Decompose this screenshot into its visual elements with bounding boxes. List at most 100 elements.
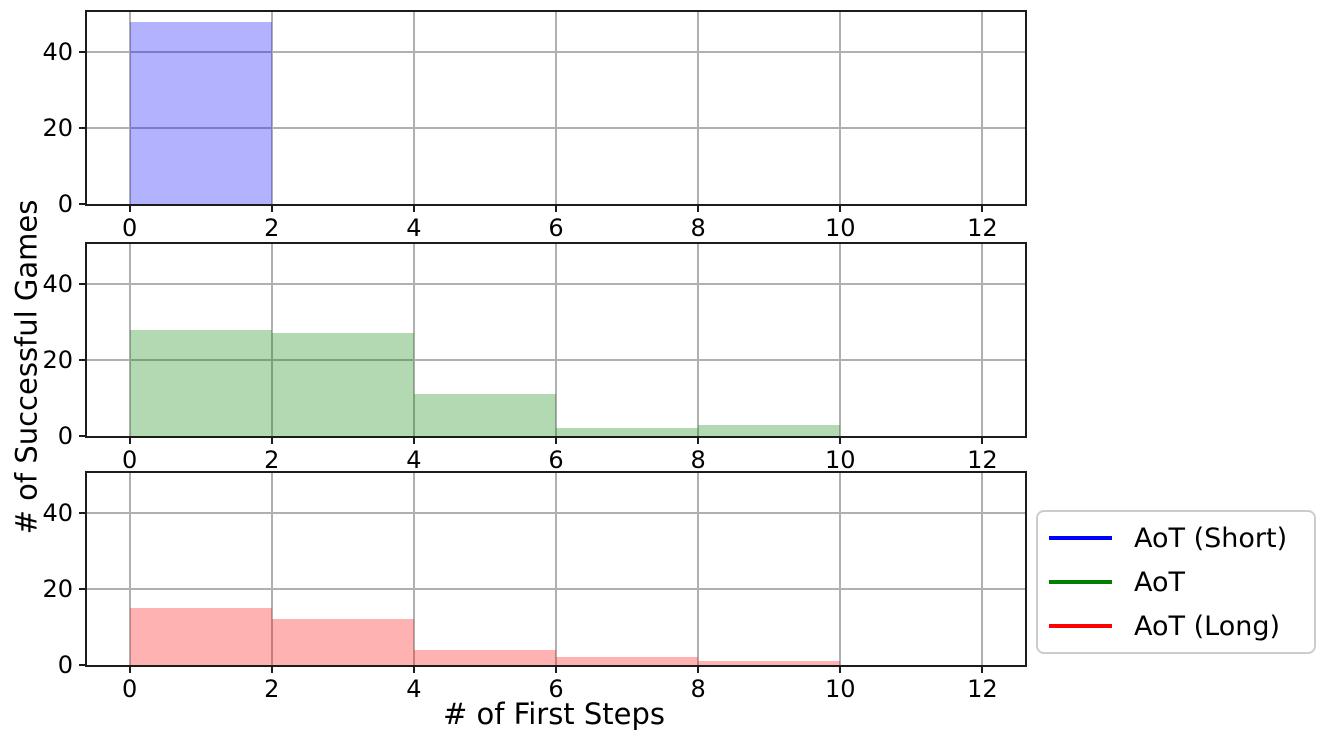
histogram-bar	[271, 619, 414, 665]
y-tick-mark	[79, 126, 87, 129]
legend-label: AoT (Long)	[1134, 610, 1280, 642]
x-tick-label: 6	[548, 214, 564, 242]
y-tick-mark	[79, 203, 87, 205]
gridline-vertical	[981, 244, 984, 436]
x-tick-mark	[839, 436, 842, 444]
histogram-bar	[129, 329, 272, 436]
histogram-bar	[271, 333, 414, 436]
y-tick-label: 20	[42, 345, 73, 374]
x-tick-mark	[839, 204, 842, 212]
x-tick-mark	[555, 665, 557, 673]
x-tick-label: 12	[967, 446, 998, 474]
y-tick-label: 20	[42, 574, 73, 603]
x-tick-mark	[981, 665, 984, 673]
histogram-bar	[556, 657, 699, 665]
y-tick-mark	[79, 50, 87, 53]
gridline-vertical	[839, 473, 842, 665]
gridline-vertical	[697, 244, 700, 436]
y-tick-label: 0	[57, 422, 73, 450]
x-tick-label: 12	[967, 214, 998, 242]
gridline-vertical	[128, 473, 131, 665]
histogram-bar	[556, 428, 699, 436]
x-tick-label: 8	[690, 446, 706, 474]
y-tick-label: 0	[57, 651, 73, 679]
gridline-vertical	[412, 473, 415, 665]
x-tick-mark	[412, 665, 415, 673]
gridline-vertical	[839, 12, 842, 204]
x-tick-label: 4	[406, 675, 422, 703]
y-tick-mark	[79, 435, 87, 437]
subplot-aot: 0 20 40 0 2 4 6 8 10 12	[42, 242, 1027, 472]
x-tick-label: 0	[121, 446, 138, 474]
y-tick-mark	[79, 587, 87, 590]
y-tick-label: 40	[42, 498, 73, 527]
gridline-vertical	[555, 12, 557, 204]
x-tick-label: 2	[264, 675, 280, 703]
gridline-vertical	[270, 12, 273, 204]
gridline-vertical	[697, 473, 700, 665]
legend-item-aot-long: AoT (Long)	[1038, 613, 1314, 640]
x-tick-mark	[412, 204, 415, 212]
y-tick-mark	[79, 282, 87, 285]
histogram-bar	[698, 661, 841, 665]
legend-item-aot: AoT	[1038, 569, 1314, 596]
gridline-vertical	[270, 244, 273, 436]
subplot-aot-short: 0 20 40 0 2 4 6 8 10 12	[42, 10, 1027, 240]
legend-item-aot-short: AoT (Short)	[1038, 525, 1314, 552]
x-tick-label: 0	[121, 675, 138, 703]
gridline-vertical	[128, 12, 131, 204]
x-tick-label: 6	[548, 446, 564, 474]
x-tick-label: 10	[824, 214, 856, 242]
subplot-aot-long: 0 20 40 0 2 4 6 8 10 12	[42, 471, 1027, 701]
x-tick-mark	[697, 204, 700, 212]
x-tick-mark	[697, 436, 700, 444]
y-tick-label: 40	[42, 269, 73, 298]
x-tick-label: 8	[690, 675, 706, 703]
x-tick-mark	[270, 204, 273, 212]
gridline-vertical	[128, 244, 131, 436]
x-tick-mark	[128, 665, 131, 673]
y-tick-label: 20	[42, 113, 73, 142]
x-tick-mark	[270, 436, 273, 444]
x-tick-label: 2	[264, 446, 280, 474]
x-tick-mark	[839, 665, 842, 673]
y-tick-mark	[79, 511, 87, 514]
gridline-vertical	[839, 244, 842, 436]
gridline-vertical	[412, 12, 415, 204]
x-tick-mark	[555, 204, 557, 212]
x-tick-mark	[697, 665, 700, 673]
y-tick-mark	[79, 664, 87, 666]
gridline-vertical	[270, 473, 273, 665]
x-tick-mark	[412, 436, 415, 444]
histogram-bar	[129, 607, 272, 665]
y-tick-mark	[79, 358, 87, 361]
x-tick-label: 10	[824, 675, 856, 703]
x-tick-mark	[128, 436, 131, 444]
x-tick-label: 4	[406, 214, 422, 242]
x-tick-label: 0	[121, 214, 138, 242]
legend-line-green	[1049, 580, 1112, 584]
x-tick-mark	[270, 665, 273, 673]
x-axis-label: # of First Steps	[442, 697, 666, 731]
x-tick-label: 2	[264, 214, 280, 242]
legend-line-blue	[1049, 536, 1112, 540]
x-tick-label: 6	[548, 675, 564, 703]
y-tick-label: 40	[42, 37, 73, 66]
x-tick-mark	[981, 436, 984, 444]
gridline-vertical	[697, 12, 700, 204]
legend-line-red	[1049, 624, 1112, 628]
legend-label: AoT	[1134, 566, 1186, 598]
histogram-bar	[413, 394, 556, 436]
x-tick-label: 10	[824, 446, 856, 474]
x-tick-mark	[128, 204, 131, 212]
gridline-vertical	[981, 12, 984, 204]
x-tick-mark	[555, 436, 557, 444]
histogram-bar	[413, 649, 556, 665]
histogram-bar	[129, 21, 272, 204]
legend: AoT (Short) AoT AoT (Long)	[1036, 510, 1316, 654]
histogram-bar	[698, 424, 841, 436]
legend-label: AoT (Short)	[1134, 522, 1288, 554]
y-tick-label: 0	[57, 190, 73, 218]
x-tick-label: 8	[690, 214, 706, 242]
